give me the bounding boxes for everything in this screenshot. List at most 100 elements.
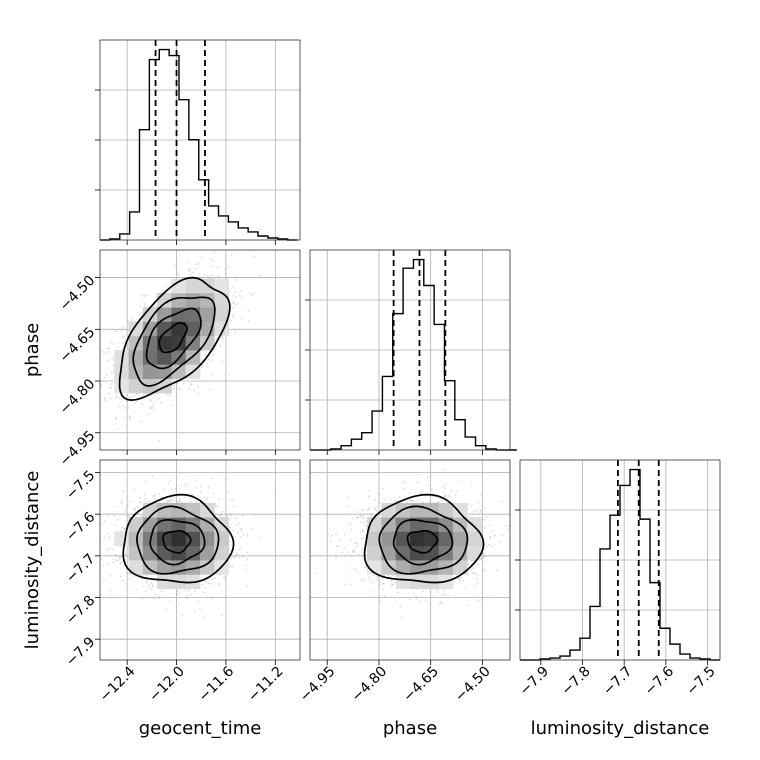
scatter-point	[118, 405, 120, 407]
density-cell	[128, 545, 144, 561]
density-cell	[200, 307, 215, 322]
scatter-point	[253, 255, 256, 258]
scatter-point	[442, 468, 445, 471]
scatter-point	[116, 330, 119, 333]
scatter-point	[161, 590, 163, 593]
scatter-point	[247, 319, 250, 322]
scatter-point	[117, 559, 119, 562]
scatter-point	[197, 386, 199, 389]
scatter-point	[100, 384, 103, 387]
scatter-point	[178, 603, 180, 605]
scatter-point	[507, 528, 510, 531]
scatter-point	[212, 353, 215, 356]
contour-level	[122, 493, 235, 584]
scatter-point	[184, 589, 187, 592]
scatter-point	[133, 509, 136, 512]
scatter-point	[335, 545, 338, 547]
scatter-point	[189, 383, 192, 385]
scatter-point	[119, 558, 121, 560]
scatter-point	[440, 601, 442, 603]
scatter-point	[134, 507, 137, 510]
scatter-point	[389, 584, 392, 587]
scatter-point	[329, 540, 332, 542]
scatter-point	[106, 373, 108, 376]
scatter-point	[443, 495, 446, 497]
scatter-point	[235, 517, 238, 520]
scatter-point	[396, 592, 399, 594]
scatter-point	[230, 557, 233, 560]
scatter-point	[143, 304, 146, 307]
scatter-point	[442, 594, 445, 597]
scatter-point	[195, 267, 197, 270]
scatter-point	[221, 337, 224, 340]
scatter-point	[381, 577, 384, 580]
scatter-point	[120, 555, 123, 558]
scatter-point	[187, 501, 190, 503]
scatter-point	[207, 582, 210, 585]
hist-step-geocent_time	[100, 48, 298, 241]
scatter-point	[356, 516, 359, 519]
scatter-point	[236, 552, 239, 555]
scatter-point	[203, 496, 206, 498]
scatter-point	[334, 556, 337, 558]
scatter-point	[226, 515, 229, 518]
scatter-point	[121, 579, 124, 582]
scatter-point	[145, 589, 147, 592]
ytick-label: −4.50	[57, 273, 99, 315]
scatter-point	[188, 590, 190, 592]
scatter-point	[111, 593, 113, 596]
scatter-point	[218, 277, 221, 279]
scatter-point	[201, 366, 204, 369]
scatter-point	[211, 260, 214, 262]
scatter-point	[114, 524, 117, 526]
scatter-point	[165, 608, 168, 611]
scatter-point	[477, 563, 480, 566]
density-cell	[214, 307, 229, 322]
scatter-point	[196, 600, 199, 603]
scatter-point	[122, 405, 124, 407]
scatter-point	[203, 591, 206, 594]
contour-level	[149, 519, 206, 566]
scatter-point	[153, 408, 156, 411]
scatter-point	[100, 557, 103, 560]
density-cell	[185, 502, 201, 518]
scatter-point	[354, 548, 356, 551]
scatter-point	[232, 529, 235, 532]
scatter-point	[112, 343, 115, 345]
panel-frame	[519, 459, 721, 661]
scatter-point	[121, 526, 124, 529]
scatter-point	[62, 391, 64, 393]
scatter-point	[126, 516, 129, 519]
scatter-point	[141, 311, 144, 314]
scatter-point	[483, 555, 486, 558]
scatter-point	[143, 597, 146, 599]
scatter-point	[425, 599, 428, 602]
scatter-point	[206, 366, 209, 368]
scatter-point	[176, 593, 179, 596]
joint-content	[89, 475, 276, 619]
scatter-point	[447, 594, 449, 597]
scatter-point	[343, 546, 345, 549]
scatter-point	[335, 533, 338, 535]
scatter-point	[368, 579, 371, 582]
scatter-point	[212, 251, 215, 254]
scatter-point	[178, 387, 180, 390]
scatter-point	[172, 387, 175, 390]
scatter-point	[110, 383, 113, 385]
scatter-point	[107, 347, 110, 350]
contour-level	[132, 296, 216, 387]
scatter-point	[196, 263, 199, 266]
scatter-point	[236, 524, 239, 526]
scatter-point	[168, 394, 171, 397]
scatter-point	[205, 575, 208, 578]
scatter-point	[189, 497, 192, 500]
scatter-point	[227, 265, 230, 268]
scatter-point	[188, 270, 191, 273]
scatter-point	[404, 481, 407, 484]
scatter-point	[201, 359, 204, 361]
scatter-point	[145, 574, 148, 577]
scatter-point	[346, 505, 349, 508]
scatter-point	[126, 344, 129, 347]
scatter-point	[89, 530, 91, 532]
scatter-point	[105, 380, 108, 383]
